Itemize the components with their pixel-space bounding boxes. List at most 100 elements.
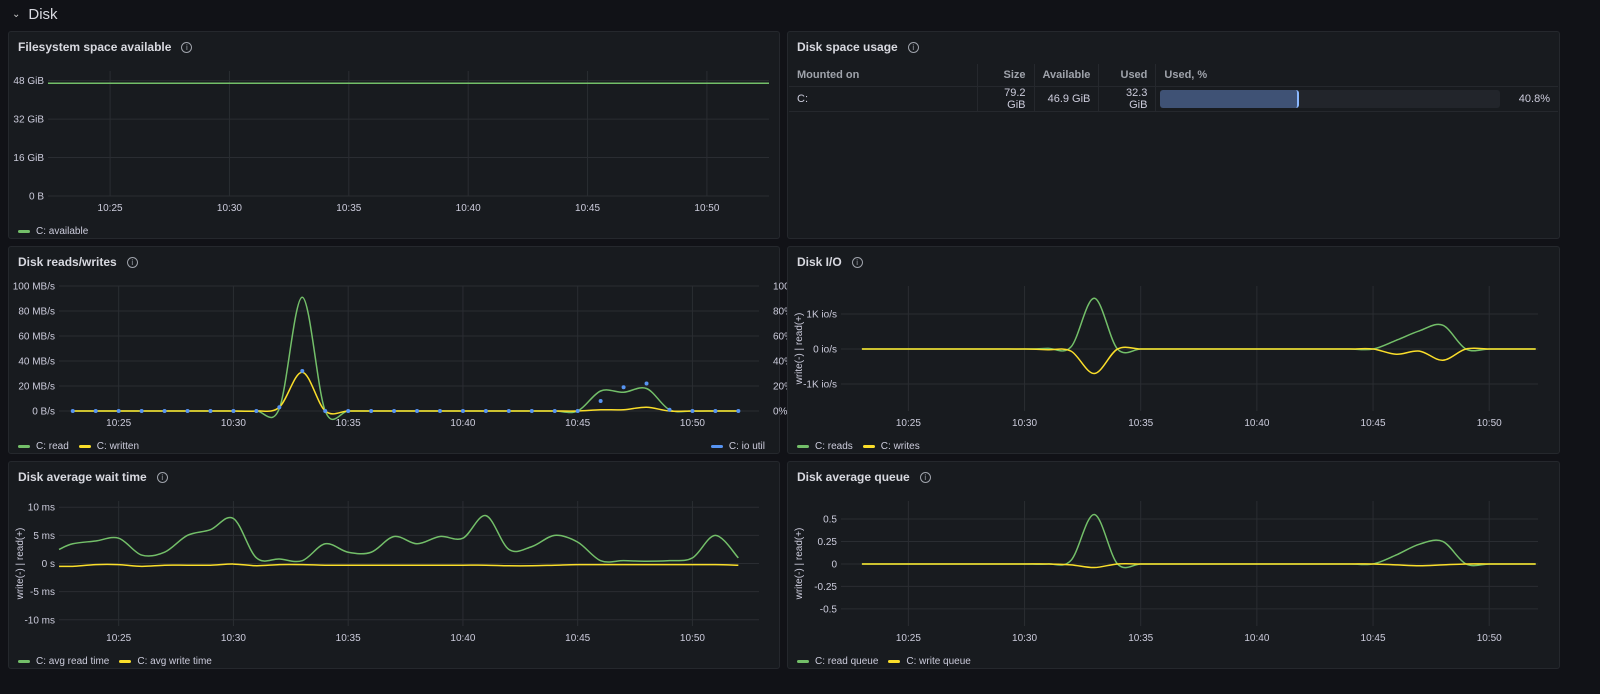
row-header-disk[interactable]: ⌄ Disk [12,6,58,23]
y-tick-label: 60 MB/s [18,332,55,343]
data-point [667,407,672,412]
series-line [72,371,739,415]
x-tick-label: 10:45 [565,418,590,429]
series-line [861,562,1536,569]
cell-size: 79.2 GiB [977,86,1035,112]
info-icon[interactable]: i [156,471,168,483]
legend-swatch [797,660,809,663]
used-pct-label: 40.8% [1518,92,1550,105]
y-tick-label: 0.25 [818,537,838,548]
panel-disk-space-usage[interactable]: Disk space usage i Mounted on Size Availa… [787,31,1560,239]
cell-available: 46.9 GiB [1034,86,1100,112]
column-header-mounted-on[interactable]: Mounted on [789,64,978,87]
x-tick-label: 10:30 [1012,418,1037,429]
x-tick-label: 10:35 [336,203,361,214]
x-tick-label: 10:50 [680,418,705,429]
legend-item[interactable]: C: write queue [888,656,971,667]
legend-item[interactable]: C: written [78,441,139,452]
info-icon[interactable]: i [851,256,863,268]
data-point [736,409,741,413]
panel-title: Disk average wait time [18,470,147,484]
legend-swatch [119,660,132,663]
legend: C: avg read time C: avg write time [18,656,212,667]
data-point [116,409,121,413]
data-point [621,385,626,390]
legend-label: C: io util [728,441,765,452]
x-tick-label: 10:30 [221,633,246,644]
data-point [277,405,282,410]
legend-item[interactable]: C: writes [862,441,920,452]
x-tick-label: 10:25 [106,633,131,644]
y-tick-label: 0 [831,559,837,570]
legend-item[interactable]: C: read queue [797,656,878,667]
data-point [162,409,167,413]
column-header-available[interactable]: Available [1034,64,1100,87]
y-tick-label: 16 GiB [13,153,44,164]
cell-used: 32.3 GiB [1098,86,1157,112]
info-icon[interactable]: i [126,256,138,268]
data-point [70,409,75,413]
cell-used-pct: 40.8% [1155,86,1558,112]
x-tick-label: 10:25 [896,418,921,429]
legend-item[interactable]: C: reads [797,441,853,452]
data-point [644,381,649,386]
used-pct-bar [1160,89,1500,108]
data-point [529,409,534,413]
legend-swatch [862,445,875,448]
y-tick-label: 40 MB/s [18,357,55,368]
table-row: C: 79.2 GiB 46.9 GiB 32.3 GiB 40.8% [789,86,1558,112]
legend-item[interactable]: C: io util [710,441,765,452]
info-icon[interactable]: i [919,471,931,483]
series-line [861,297,1536,354]
legend-swatch [710,445,723,448]
info-icon[interactable]: i [907,41,919,53]
x-tick-label: 10:45 [1361,633,1386,644]
chart-io: 1K io/s 0 io/s -1K io/s 10:25 10:30 10:35 10:4… [794,286,1538,429]
info-icon[interactable]: i [181,41,193,53]
x-tick-label: 10:40 [450,633,475,644]
panel-filesystem-space-available[interactable]: Filesystem space available i 48 GiB 32 GiB… [8,31,780,239]
legend-swatch [18,660,30,663]
data-point [369,409,374,413]
panel-disk-average-queue[interactable]: Disk average queue i 0.5 0.25 0 -0.25 -0.5 10:… [787,461,1560,669]
data-point [415,409,420,413]
legend-item[interactable]: C: avg read time [18,656,109,667]
x-tick-label: 10:35 [336,418,361,429]
column-header-used[interactable]: Used [1098,64,1157,87]
legend-item[interactable]: C: available [18,226,88,237]
x-tick-label: 10:50 [1477,633,1502,644]
column-header-used-pct[interactable]: Used, % [1155,64,1558,87]
legend-label: C: available [36,226,89,237]
x-tick-label: 10:35 [1128,633,1153,644]
x-tick-label: 10:40 [1244,633,1269,644]
legend-swatch [18,445,30,448]
legend: C: read C: written [18,441,139,452]
legend-swatch [888,660,901,663]
x-tick-label: 10:40 [1244,418,1269,429]
data-point [575,409,580,413]
panel-disk-average-wait-time[interactable]: Disk average wait time i 10 ms 5 ms 0 s -5 m… [8,461,780,669]
legend: C: available [18,226,88,237]
series-line [861,346,1536,375]
x-tick-label: 10:50 [680,633,705,644]
data-point [392,409,397,413]
x-tick-label: 10:25 [106,418,131,429]
y-tick-label: -0.5 [820,604,838,615]
y-tick-label: -10 ms [24,615,55,626]
data-point [598,399,603,403]
panel-title: Filesystem space available [18,40,172,54]
y-tick-label: 10 ms [28,503,55,514]
x-tick-label: 10:35 [336,633,361,644]
legend: C: read queue C: write queue [797,656,971,667]
y-tick-label: -1K io/s [803,380,837,391]
data-point [254,409,259,413]
panel-disk-io[interactable]: Disk I/O i 1K io/s 0 io/s -1K io/s 10:25 10:3… [787,246,1560,454]
y-tick-label: 0 B/s [32,407,55,418]
y-tick-label: -5 ms [30,587,55,598]
legend-item[interactable]: C: avg write time [119,656,212,667]
data-point [690,409,695,413]
legend-item[interactable]: C: read [18,441,69,452]
column-header-size[interactable]: Size [977,64,1035,87]
chevron-down-icon[interactable]: ⌄ [12,9,21,20]
panel-disk-reads-writes[interactable]: Disk reads/writes i 100 MB/s 80 MB/s 60 MB/… [8,246,799,454]
